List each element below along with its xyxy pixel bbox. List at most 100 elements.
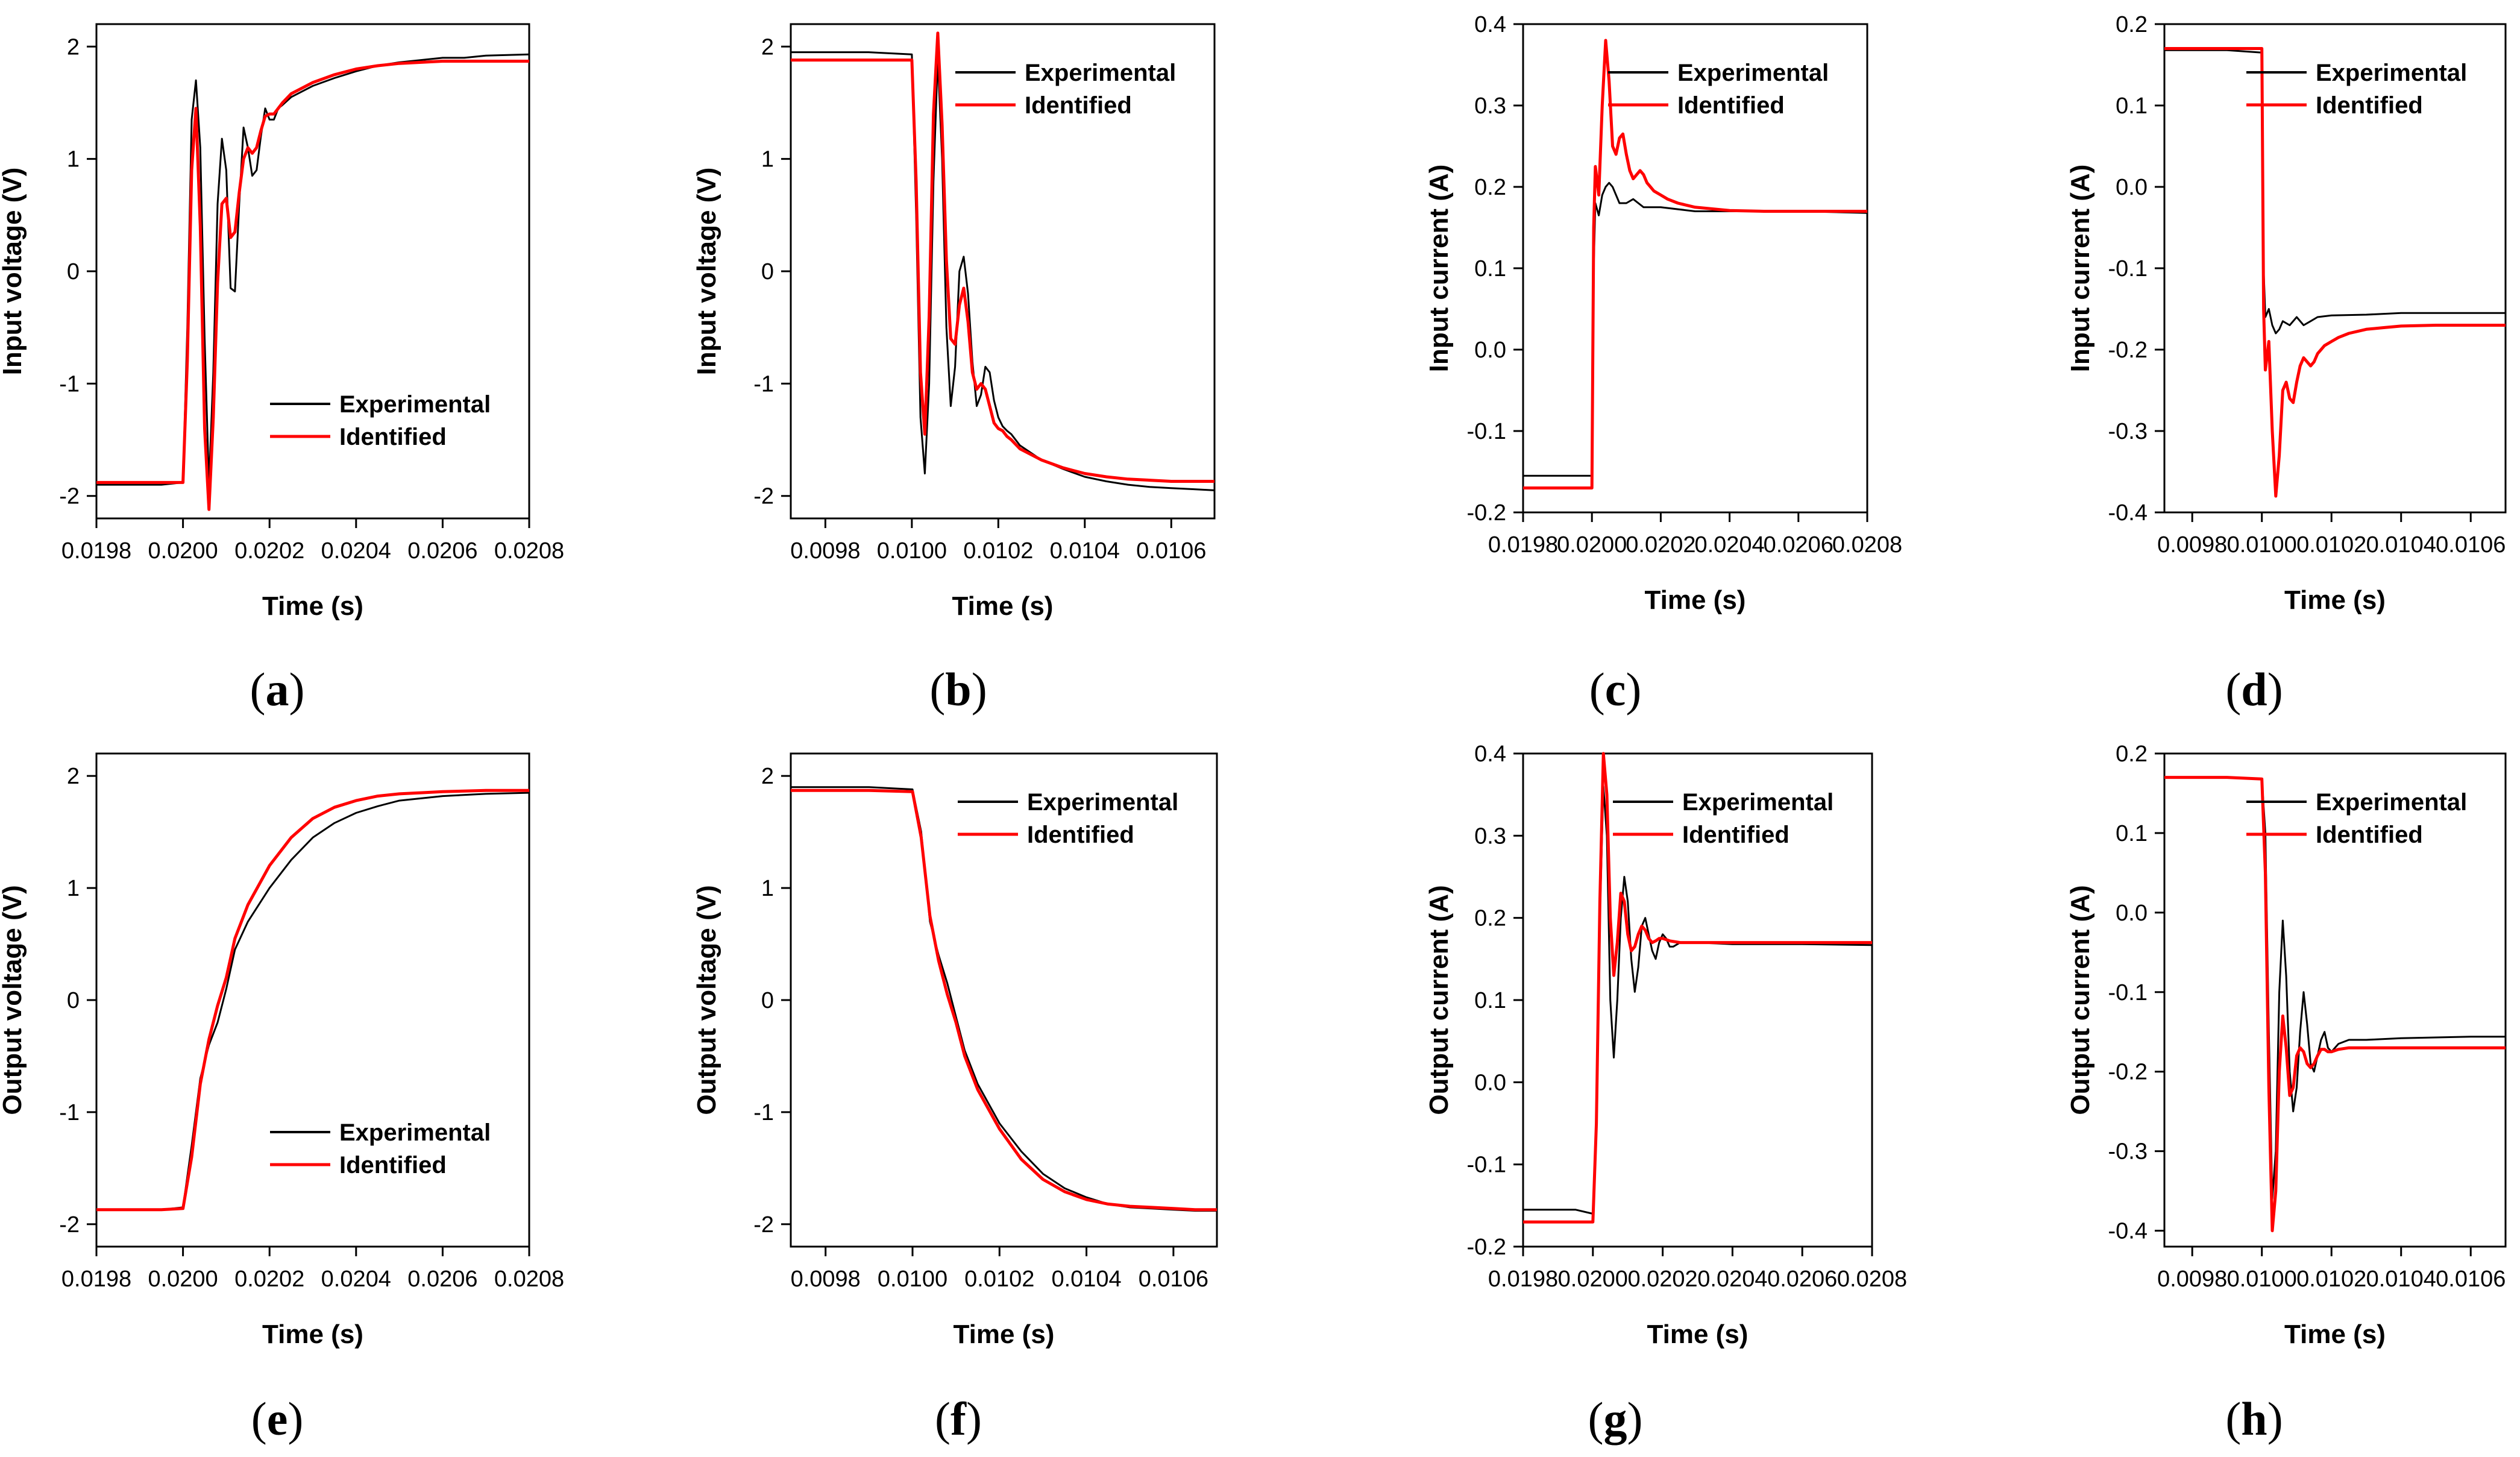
series-identified-line (2164, 776, 2506, 1233)
y-tick-label: -2 (753, 484, 774, 509)
x-tick-label: 0.0100 (2227, 532, 2297, 558)
caption-open-paren: ( (251, 1392, 267, 1445)
series-experimental-line (1523, 785, 1873, 1215)
series-identified-line (96, 60, 529, 511)
series-experimental-line (1523, 181, 1868, 477)
y-tick-label: 2 (67, 764, 80, 789)
series-identified-line (791, 31, 1214, 483)
legend-label-experimental: Experimental (1025, 60, 1176, 86)
x-tick-label: 0.0098 (791, 1267, 861, 1292)
x-tick-label: 0.0198 (61, 1267, 131, 1292)
x-tick-label: 0.0206 (1764, 532, 1833, 558)
y-axis-title: Output voltage (V) (0, 885, 27, 1115)
plot-frame (95, 23, 530, 520)
x-tick-label: 0.0208 (1837, 1267, 1907, 1292)
x-tick-label: 0.0208 (494, 538, 564, 564)
y-tick-label: -2 (753, 1212, 774, 1238)
y-tick-label: 0.2 (2116, 12, 2148, 37)
chart-panel-d: 0.0098 0.0100 0.0102 0.0104 0.0106 -0.4 -0.3 -0… (2066, 12, 2507, 716)
y-tick-label: 0.3 (1474, 93, 1506, 119)
x-tick-label: 0.0104 (1051, 1267, 1121, 1292)
caption-close-paren: ) (289, 663, 305, 716)
x-axis-title: Time (s) (1647, 1320, 1749, 1349)
x-tick-label: 0.0102 (963, 538, 1033, 564)
legend-label-identified: Identified (1027, 822, 1134, 848)
panel-caption: (d) (2225, 663, 2283, 716)
x-tick-label: 0.0106 (1136, 538, 1206, 564)
x-axis-title: Time (s) (1645, 585, 1746, 615)
x-tick-label: 0.0200 (148, 1267, 218, 1292)
x-axis-title: Time (s) (2284, 1320, 2386, 1349)
y-tick-label: -0.2 (2108, 1060, 2148, 1085)
x-tick-label: 0.0198 (61, 538, 131, 564)
caption-letter: h (2241, 1392, 2267, 1445)
y-tick-label: -2 (59, 484, 80, 509)
y-tick-label: 1 (761, 876, 774, 901)
caption-letter: f (950, 1392, 967, 1445)
caption-open-paren: ( (1588, 1392, 1604, 1445)
legend-label-experimental: Experimental (2316, 789, 2467, 816)
caption-letter: c (1605, 663, 1626, 716)
series-identified-line (1523, 39, 1867, 489)
series-identified-line (96, 788, 529, 1212)
x-tick-label: 0.0208 (494, 1267, 564, 1292)
y-tick-label: -1 (753, 371, 774, 397)
x-tick-label: 0.0102 (2296, 532, 2366, 558)
panel-caption: (g) (1588, 1392, 1643, 1445)
x-tick-label: 0.0208 (1832, 532, 1902, 558)
x-tick-label: 0.0106 (2436, 532, 2506, 558)
y-tick-label: -0.1 (2108, 980, 2148, 1005)
panel-caption: (c) (1589, 663, 1642, 716)
series-experimental-line (791, 51, 1215, 491)
y-tick-label: -0.2 (2108, 338, 2148, 363)
y-tick-label: 2 (761, 764, 774, 789)
caption-open-paren: ( (250, 663, 266, 716)
caption-letter: g (1604, 1392, 1627, 1445)
legend-label-identified: Identified (1682, 822, 1789, 848)
x-tick-label: 0.0202 (1627, 1267, 1697, 1292)
y-axis-title: Output voltage (V) (692, 885, 721, 1115)
x-tick-label: 0.0204 (321, 538, 391, 564)
legend-label-experimental: Experimental (339, 1119, 491, 1146)
caption-letter: e (267, 1392, 288, 1445)
chart-panel-e: 0.0198 0.0200 0.0202 0.0204 0.0206 0.0208 -2 -1… (0, 752, 564, 1445)
y-tick-label: -0.1 (2108, 256, 2148, 282)
x-tick-label: 0.0202 (234, 538, 304, 564)
panel-caption: (b) (929, 663, 987, 716)
x-tick-label: 0.0106 (1139, 1267, 1208, 1292)
x-axis-title: Time (s) (952, 591, 1054, 621)
chart-panel-g: 0.0198 0.0200 0.0202 0.0204 0.0206 0.0208 -0.2… (1424, 741, 1907, 1445)
x-tick-label: 0.0198 (1488, 532, 1558, 558)
caption-close-paren: ) (972, 663, 987, 716)
caption-letter: a (266, 663, 289, 716)
legend-label-experimental: Experimental (1027, 789, 1178, 816)
x-tick-label: 0.0200 (1557, 532, 1627, 558)
y-tick-label: -0.3 (2108, 1139, 2148, 1165)
x-tick-label: 0.0200 (1558, 1267, 1628, 1292)
caption-open-paren: ( (2225, 1392, 2241, 1445)
y-axis-title: Input voltage (V) (692, 168, 721, 376)
series-identified-line (791, 788, 1217, 1212)
x-tick-label: 0.0204 (321, 1267, 391, 1292)
y-tick-label: 0 (67, 988, 80, 1013)
panel-caption: (e) (251, 1392, 304, 1445)
x-tick-label: 0.0206 (407, 1267, 477, 1292)
x-axis-title: Time (s) (262, 1320, 363, 1349)
legend-label-identified: Identified (2316, 92, 2423, 119)
x-tick-label: 0.0098 (2157, 532, 2227, 558)
x-tick-label: 0.0202 (1626, 532, 1695, 558)
y-tick-label: -0.3 (2108, 419, 2148, 444)
panel-caption: (f) (935, 1392, 982, 1445)
caption-open-paren: ( (929, 663, 945, 716)
caption-close-paren: ) (1627, 1392, 1643, 1445)
x-axis-title: Time (s) (262, 591, 363, 621)
y-tick-label: 0.3 (1474, 823, 1506, 849)
caption-close-paren: ) (966, 1392, 982, 1445)
y-tick-label: -0.4 (2108, 1219, 2148, 1244)
plot-frame (790, 752, 1218, 1248)
legend-label-identified: Identified (1025, 92, 1132, 119)
y-tick-label: 0 (761, 259, 774, 285)
y-tick-label: 2 (761, 34, 774, 60)
